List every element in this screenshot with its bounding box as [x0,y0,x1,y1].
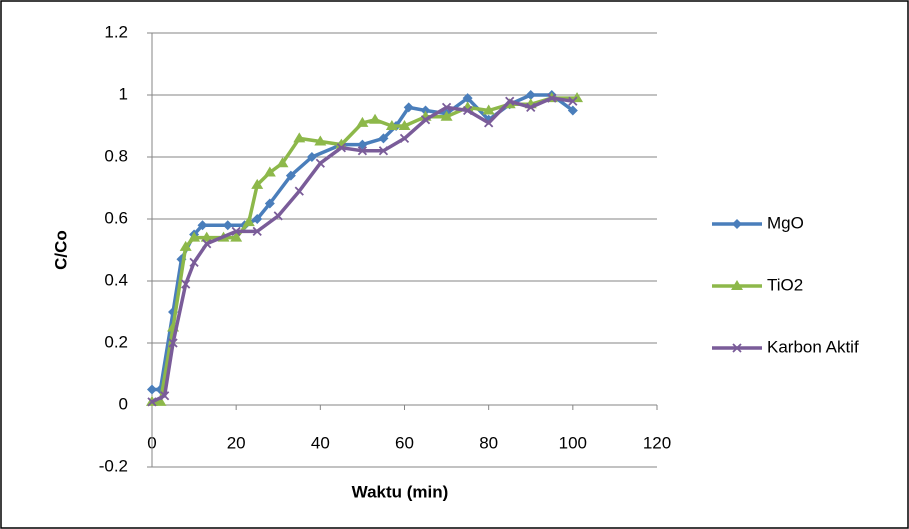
y-tick-label: -0.2 [99,456,128,475]
x-tick-label: 80 [479,433,498,452]
x-tick-label: 40 [311,433,330,452]
x-tick-label: 20 [227,433,246,452]
chart: Waktu (min) C/Co -0.200.20.40.60.811.202… [0,0,909,529]
x-axis-title: Waktu (min) [352,482,449,501]
y-tick-label: 0.8 [104,146,128,165]
y-tick-label: 0.4 [104,270,128,289]
y-tick-label: 0.2 [104,332,128,351]
x-tick-label: 100 [559,433,587,452]
legend-label: TiO2 [767,275,803,294]
x-tick-label: 60 [395,433,414,452]
legend-label: MgO [767,213,804,232]
legend-label: Karbon Aktif [767,337,859,356]
y-tick-label: 1.2 [104,22,128,41]
y-tick-label: 0.6 [104,208,128,227]
x-tick-label: 120 [643,433,671,452]
chart-border [1,1,908,528]
y-axis-title: C/Co [51,230,70,270]
y-tick-label: 1 [119,84,128,103]
y-tick-label: 0 [119,394,128,413]
